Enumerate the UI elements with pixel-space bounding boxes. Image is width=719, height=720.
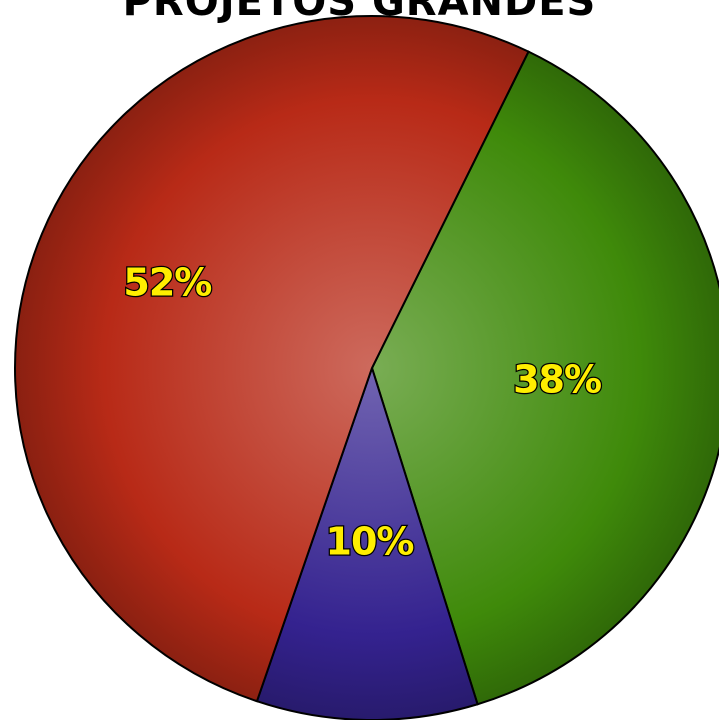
slice-label-38: 38% [513,358,601,402]
pie-slice-38 [370,50,719,706]
slice-label-10: 10% [326,519,414,563]
pie-slice-52 [14,15,530,703]
slice-label-52: 52% [123,260,211,304]
chart-title: PROJETOS GRANDES [122,0,597,25]
